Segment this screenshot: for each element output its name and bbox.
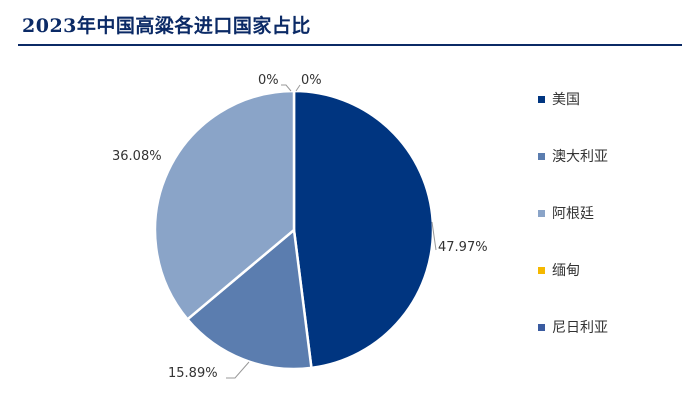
chart-title: 2023年中国高粱各进口国家占比 xyxy=(22,15,311,37)
slice-2-leader-line xyxy=(226,361,250,379)
slice-5-label: 0% xyxy=(301,73,322,88)
legend-label: 缅甸 xyxy=(552,263,580,279)
pie-slices xyxy=(153,89,435,371)
title-underline xyxy=(18,44,682,46)
slice-3-label: 36.08% xyxy=(112,149,162,164)
legend-label: 澳大利亚 xyxy=(552,149,608,165)
legend-swatch xyxy=(538,152,545,160)
legend-item-3: 阿根廷 xyxy=(538,202,688,224)
legend-item-5: 尼日利亚 xyxy=(538,316,688,338)
slice-2-label: 15.89% xyxy=(168,366,218,381)
slice-4-leader-line xyxy=(281,84,292,92)
slice-3 xyxy=(153,89,296,321)
slice-1-leader-line xyxy=(431,221,437,251)
slice-2 xyxy=(186,228,313,371)
legend-swatch xyxy=(538,209,545,217)
slice-1 xyxy=(292,89,435,370)
legend-item-2: 澳大利亚 xyxy=(538,145,688,167)
legend-label: 阿根廷 xyxy=(552,206,594,222)
legend-label: 尼日利亚 xyxy=(552,320,608,336)
legend-item-1: 美国 xyxy=(538,88,688,110)
legend-label: 美国 xyxy=(552,92,580,108)
slice-4-label: 0% xyxy=(258,73,279,88)
legend-swatch xyxy=(538,266,545,274)
slice-5-leader-line xyxy=(295,84,301,92)
legend-item-4: 缅甸 xyxy=(538,259,688,281)
slice-1-label: 47.97% xyxy=(438,240,488,255)
legend-swatch xyxy=(538,323,545,331)
label-leader-lines xyxy=(226,84,437,379)
data-labels: 47.97% 15.89% 36.08% 0% 0% xyxy=(112,73,488,381)
legend-swatch xyxy=(538,95,545,103)
